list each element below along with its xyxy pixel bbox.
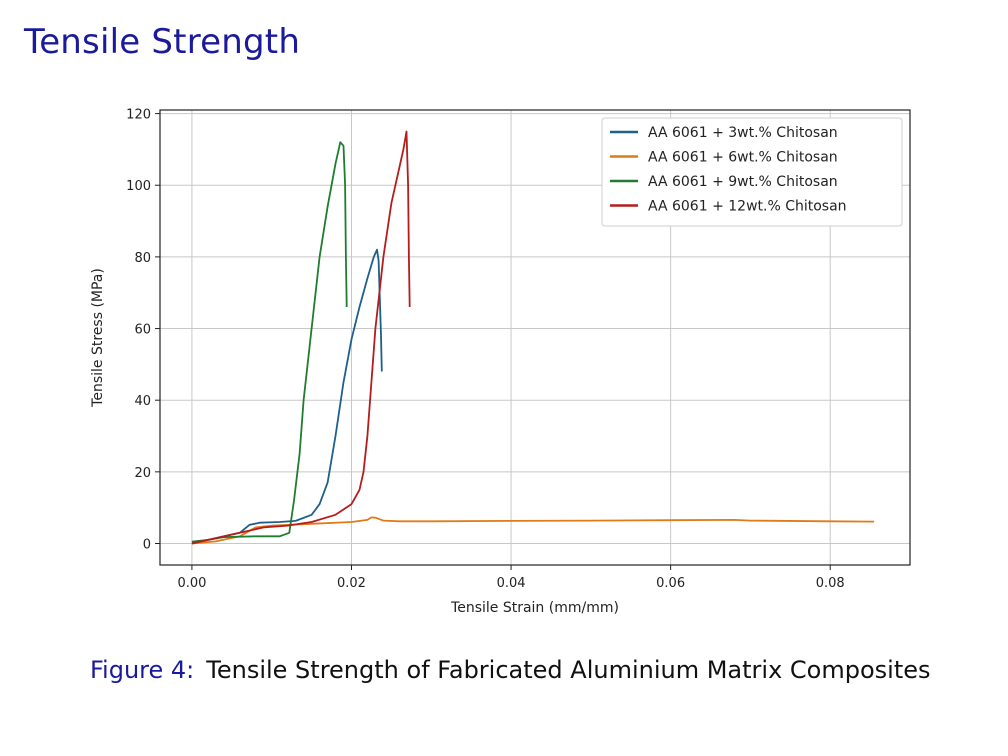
y-tick-label: 40 bbox=[134, 394, 151, 409]
legend-box bbox=[601, 117, 903, 227]
legend-label: AA 6061 + 6wt.% Chitosan bbox=[648, 150, 838, 166]
y-axis-label: Tensile Stress (MPa) bbox=[90, 268, 106, 408]
figure-caption-text: Tensile Strength of Fabricated Aluminium… bbox=[206, 656, 931, 684]
slide-title: Tensile Strength bbox=[24, 22, 301, 62]
y-tick-label: 80 bbox=[134, 251, 151, 266]
x-tick-label: 0.08 bbox=[816, 576, 845, 591]
figure-caption: Figure 4: Tensile Strength of Fabricated … bbox=[90, 656, 931, 684]
legend-label: AA 6061 + 9wt.% Chitosan bbox=[648, 174, 838, 190]
grid-layer bbox=[160, 110, 910, 565]
plot-frame bbox=[159, 109, 911, 566]
tensile-chart: 0.00 0.02 0.04 0.06 0.08 0 20 40 60 80 100 120 Tens… bbox=[90, 108, 911, 616]
legend: AA 6061 + 3wt.% Chitosan AA 6061 + 6wt.% … bbox=[601, 117, 903, 227]
x-tick-label: 0.04 bbox=[497, 576, 526, 591]
x-tick-label: 0.06 bbox=[656, 576, 685, 591]
series-line-4 bbox=[191, 130, 411, 545]
ticks-layer: 0.00 0.02 0.04 0.06 0.08 0 20 40 60 80 100 120 bbox=[126, 108, 845, 591]
y-tick-label: 120 bbox=[126, 108, 151, 123]
y-tick-label: 100 bbox=[126, 179, 151, 194]
y-tick-label: 60 bbox=[134, 323, 151, 338]
y-tick-label: 20 bbox=[134, 466, 151, 481]
series-line-3 bbox=[191, 141, 348, 543]
legend-label: AA 6061 + 12wt.% Chitosan bbox=[648, 199, 847, 215]
series-line-1 bbox=[191, 248, 383, 545]
figure-label: Figure 4: bbox=[90, 656, 195, 684]
legend-label: AA 6061 + 3wt.% Chitosan bbox=[648, 125, 838, 141]
y-tick-label: 0 bbox=[143, 538, 151, 553]
x-tick-label: 0.02 bbox=[337, 576, 366, 591]
series-layer bbox=[191, 130, 875, 545]
series-line-2 bbox=[191, 516, 875, 545]
x-axis-label: Tensile Strain (mm/mm) bbox=[450, 600, 619, 616]
x-tick-label: 0.00 bbox=[177, 576, 206, 591]
